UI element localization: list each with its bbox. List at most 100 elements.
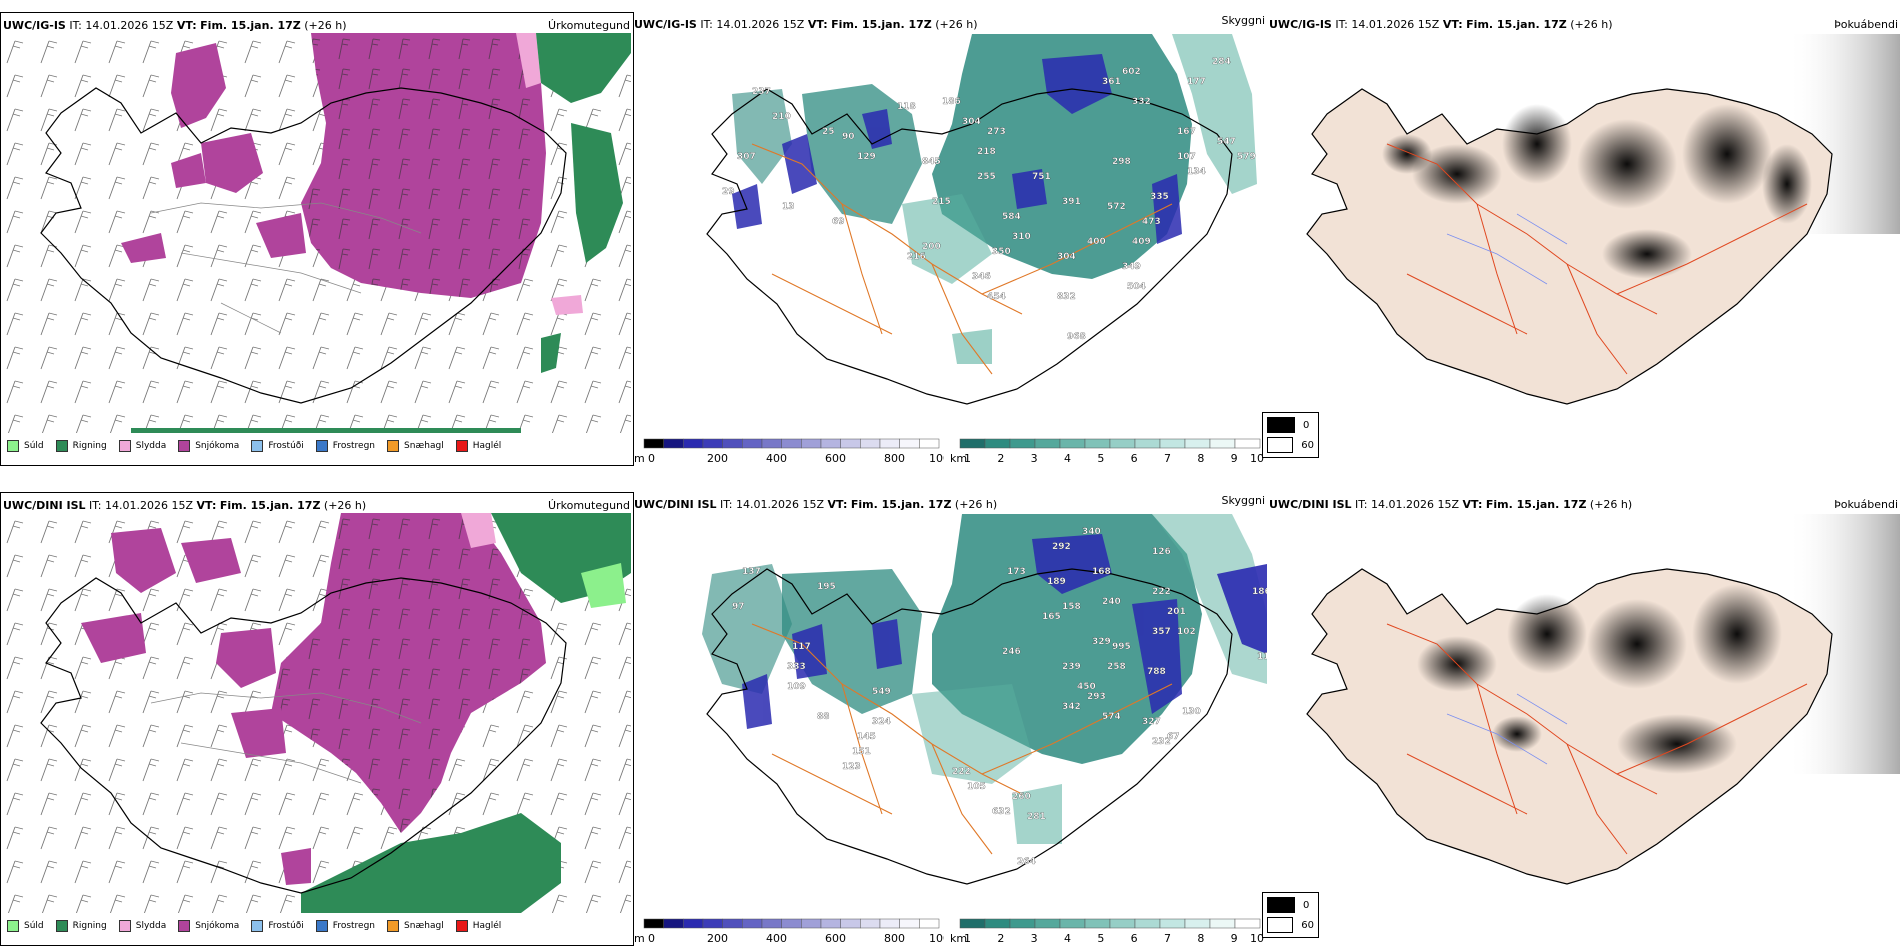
fog-panel-1[interactable]: UWC/IG-IS IT: 14.01.2026 15Z VT: Fim. 15… bbox=[1262, 12, 1900, 467]
cloud-base-label: 260 bbox=[1012, 792, 1031, 802]
colorbar-segment bbox=[643, 438, 664, 449]
colorbar-segment bbox=[840, 438, 861, 449]
cloud-base-label: 292 bbox=[1052, 542, 1071, 552]
fog-panel-2[interactable]: UWC/DINI ISL IT: 14.01.2026 15Z VT: Fim.… bbox=[1262, 492, 1900, 947]
cloud-base-label: 201 bbox=[1167, 607, 1186, 617]
cloud-base-label: 109 bbox=[787, 682, 806, 692]
cloud-base-label: 304 bbox=[1057, 252, 1076, 262]
legend-label: Frostregn bbox=[332, 921, 376, 931]
cloud-base-label: 504 bbox=[1127, 282, 1146, 292]
visibility-panel-1[interactable]: UWC/IG-IS IT: 14.01.2026 15Z VT: Fim. 15… bbox=[632, 12, 1267, 467]
legend-label: Frostúði bbox=[268, 921, 304, 931]
cloud-base-label: 25 bbox=[822, 127, 835, 137]
colorbar-segment bbox=[840, 918, 861, 929]
colorbar-segment bbox=[959, 438, 986, 449]
cloud-base-label: 200 bbox=[922, 242, 941, 252]
legend-swatch bbox=[455, 440, 468, 452]
cloud-base-label: 107 bbox=[1177, 152, 1196, 162]
cloud-base-label: 102 bbox=[1177, 627, 1196, 637]
colorbar-tick: 2 bbox=[997, 932, 1004, 945]
cloud-base-label: 29 bbox=[722, 187, 735, 197]
colorbar-segment bbox=[801, 918, 822, 929]
cloud-base-label: 177 bbox=[1187, 77, 1206, 87]
cloud-base-label: 232 bbox=[1152, 737, 1171, 747]
colorbar-tick: 3 bbox=[1031, 932, 1038, 945]
colorbar-segment bbox=[1084, 918, 1111, 929]
legend-item: Haglél bbox=[455, 920, 501, 932]
cloud-base-label: 454 bbox=[987, 292, 1006, 302]
colorbar-segment bbox=[1134, 918, 1161, 929]
colorbar-segment bbox=[761, 438, 782, 449]
colorbar-segment bbox=[860, 918, 881, 929]
colorbar-segment bbox=[781, 918, 802, 929]
cloud-base-label: 357 bbox=[1152, 627, 1171, 637]
colorbar-segment bbox=[1034, 918, 1061, 929]
colorbar-segment bbox=[879, 918, 900, 929]
cloud-base-label: 126 bbox=[1152, 547, 1171, 557]
colorbar-tick: 800 bbox=[884, 932, 905, 945]
colorbar-segment bbox=[1234, 918, 1261, 929]
fog-map bbox=[1306, 34, 1900, 405]
colorbar-segment bbox=[742, 918, 763, 929]
colorbar-segment bbox=[1134, 438, 1161, 449]
panel-header: UWC/DINI ISL IT: 14.01.2026 15Z VT: Fim.… bbox=[1269, 498, 1633, 511]
colorbar-segment bbox=[899, 438, 920, 449]
colorbar-segment bbox=[1109, 438, 1136, 449]
colorbar-tick: 0 bbox=[648, 932, 655, 945]
panel-title: Skyggni bbox=[1221, 14, 1265, 27]
colorbar-tick: 1000 bbox=[929, 932, 944, 945]
cloud-base-label: 222 bbox=[952, 767, 971, 777]
colorbar-segment bbox=[1034, 438, 1061, 449]
legend-label: Súld bbox=[24, 921, 44, 931]
colorbar-tick: 6 bbox=[1131, 452, 1138, 465]
legend-label: Snjókoma bbox=[195, 921, 240, 931]
cloud-base-label: 584 bbox=[1002, 212, 1021, 222]
colorbar-segment bbox=[984, 918, 1011, 929]
legend-swatch bbox=[55, 920, 68, 932]
legend-swatch bbox=[1267, 417, 1295, 433]
legend-label: Haglél bbox=[472, 441, 502, 451]
cloud-base-label: 579 bbox=[1237, 152, 1256, 162]
cloud-base-label: 281 bbox=[1027, 812, 1046, 822]
legend-swatch bbox=[315, 920, 328, 932]
colorbar-unit: km bbox=[950, 932, 967, 945]
precip-panel-2[interactable]: UWC/DINI ISL IT: 14.01.2026 15Z VT: Fim.… bbox=[0, 492, 634, 946]
panel-header: UWC/IG-IS IT: 14.01.2026 15Z VT: Fim. 15… bbox=[634, 18, 978, 31]
colorbar-segment bbox=[1209, 438, 1236, 449]
colorbar-segment bbox=[919, 918, 940, 929]
cloud-base-label: 547 bbox=[1217, 137, 1236, 147]
colorbar-segment bbox=[1009, 918, 1036, 929]
colorbar-tick: 7 bbox=[1164, 452, 1171, 465]
colorbar-tick: 9 bbox=[1231, 452, 1238, 465]
cloud-base-label: 751 bbox=[1032, 172, 1051, 182]
legend-item: 0 bbox=[1267, 417, 1314, 433]
colorbar-segment bbox=[742, 438, 763, 449]
cloud-base-label: 329 bbox=[1092, 637, 1111, 647]
colorbar-unit: km bbox=[950, 452, 967, 465]
legend-item: 0 bbox=[1267, 897, 1314, 913]
legend-label: Snæhagl bbox=[404, 441, 444, 451]
colorbar-unit: m bbox=[634, 932, 645, 945]
legend-swatch bbox=[315, 440, 328, 452]
colorbar-tick: 0 bbox=[648, 452, 655, 465]
cloud-base-label: 361 bbox=[1102, 77, 1121, 87]
colorbar-tick: 200 bbox=[707, 932, 728, 945]
cloud-base-label: 346 bbox=[972, 272, 991, 282]
colorbar-tick: 10 bbox=[1250, 932, 1264, 945]
visibility-panel-2[interactable]: UWC/DINI ISL IT: 14.01.2026 15Z VT: Fim.… bbox=[632, 492, 1267, 947]
legend-label: Slydda bbox=[135, 921, 167, 931]
legend-label: 0 bbox=[1303, 899, 1310, 911]
cloud-base-label: 574 bbox=[1102, 712, 1121, 722]
colorbar-tick: 6 bbox=[1131, 932, 1138, 945]
colorbar-segment bbox=[1109, 918, 1136, 929]
cloud-base-label: 832 bbox=[1057, 292, 1076, 302]
cloud-base-label: 349 bbox=[1122, 262, 1141, 272]
cloud-base-label: 88 bbox=[817, 712, 830, 722]
cloud-base-label: 246 bbox=[1002, 647, 1021, 657]
colorbar-segment bbox=[820, 918, 841, 929]
precip-panel-1[interactable]: UWC/IG-IS IT: 14.01.2026 15Z VT: Fim. 15… bbox=[0, 12, 634, 466]
cloud-base-label: 298 bbox=[1112, 157, 1131, 167]
colorbar-segment bbox=[959, 918, 986, 929]
colorbar-segment bbox=[663, 918, 684, 929]
cloud-base-label: 473 bbox=[1142, 217, 1161, 227]
